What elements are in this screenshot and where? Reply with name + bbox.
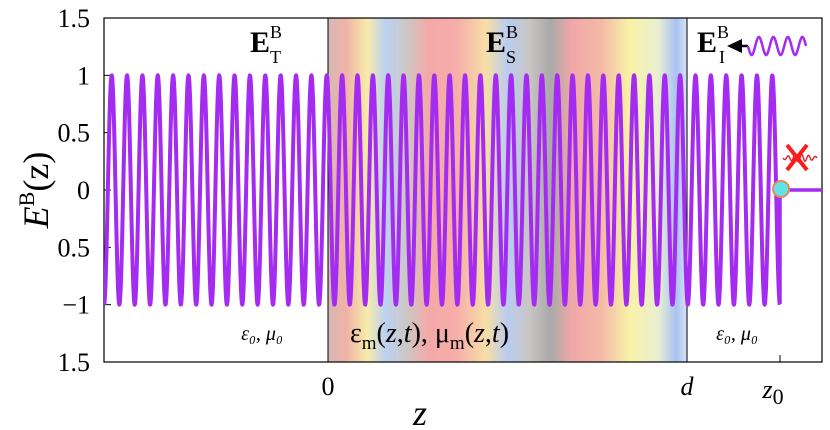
incident-arrow-icon xyxy=(727,35,808,57)
region-label-incident: EB I xyxy=(697,22,729,67)
x-tick-label-0: 0 xyxy=(322,372,335,401)
medium-label-slab: εm(z,t), μm(z,t) xyxy=(350,318,509,354)
source-marker xyxy=(772,180,790,198)
x-tick-label-z0: z0 xyxy=(761,375,783,409)
x-axis-title: z xyxy=(412,393,427,430)
medium-label-incident: ε₀, μ₀ xyxy=(716,323,758,345)
y-tick-label: 0 xyxy=(77,176,90,205)
y-tick-label: 0.5 xyxy=(58,119,91,148)
medium-label-transmitted: ε₀, μ₀ xyxy=(241,323,283,345)
region-label-slab: EB S xyxy=(486,22,518,67)
x-tick-marks xyxy=(327,355,781,362)
y-tick-label: 1.5 xyxy=(58,348,91,377)
y-tick-labels: 1.5 1 0.5 0 0.5 −1 1.5 xyxy=(58,4,91,377)
region-label-transmitted: EB T xyxy=(250,22,282,67)
y-tick-label: 1 xyxy=(77,61,90,90)
x-tick-label-d: d xyxy=(681,372,695,401)
blocked-wave-icon xyxy=(782,143,818,172)
y-axis-title: EB(z) xyxy=(14,152,56,230)
y-tick-label: 1.5 xyxy=(58,4,91,33)
y-tick-label: −1 xyxy=(62,291,90,320)
wave-series-line xyxy=(104,73,782,307)
y-tick-label: 0.5 xyxy=(58,233,91,262)
